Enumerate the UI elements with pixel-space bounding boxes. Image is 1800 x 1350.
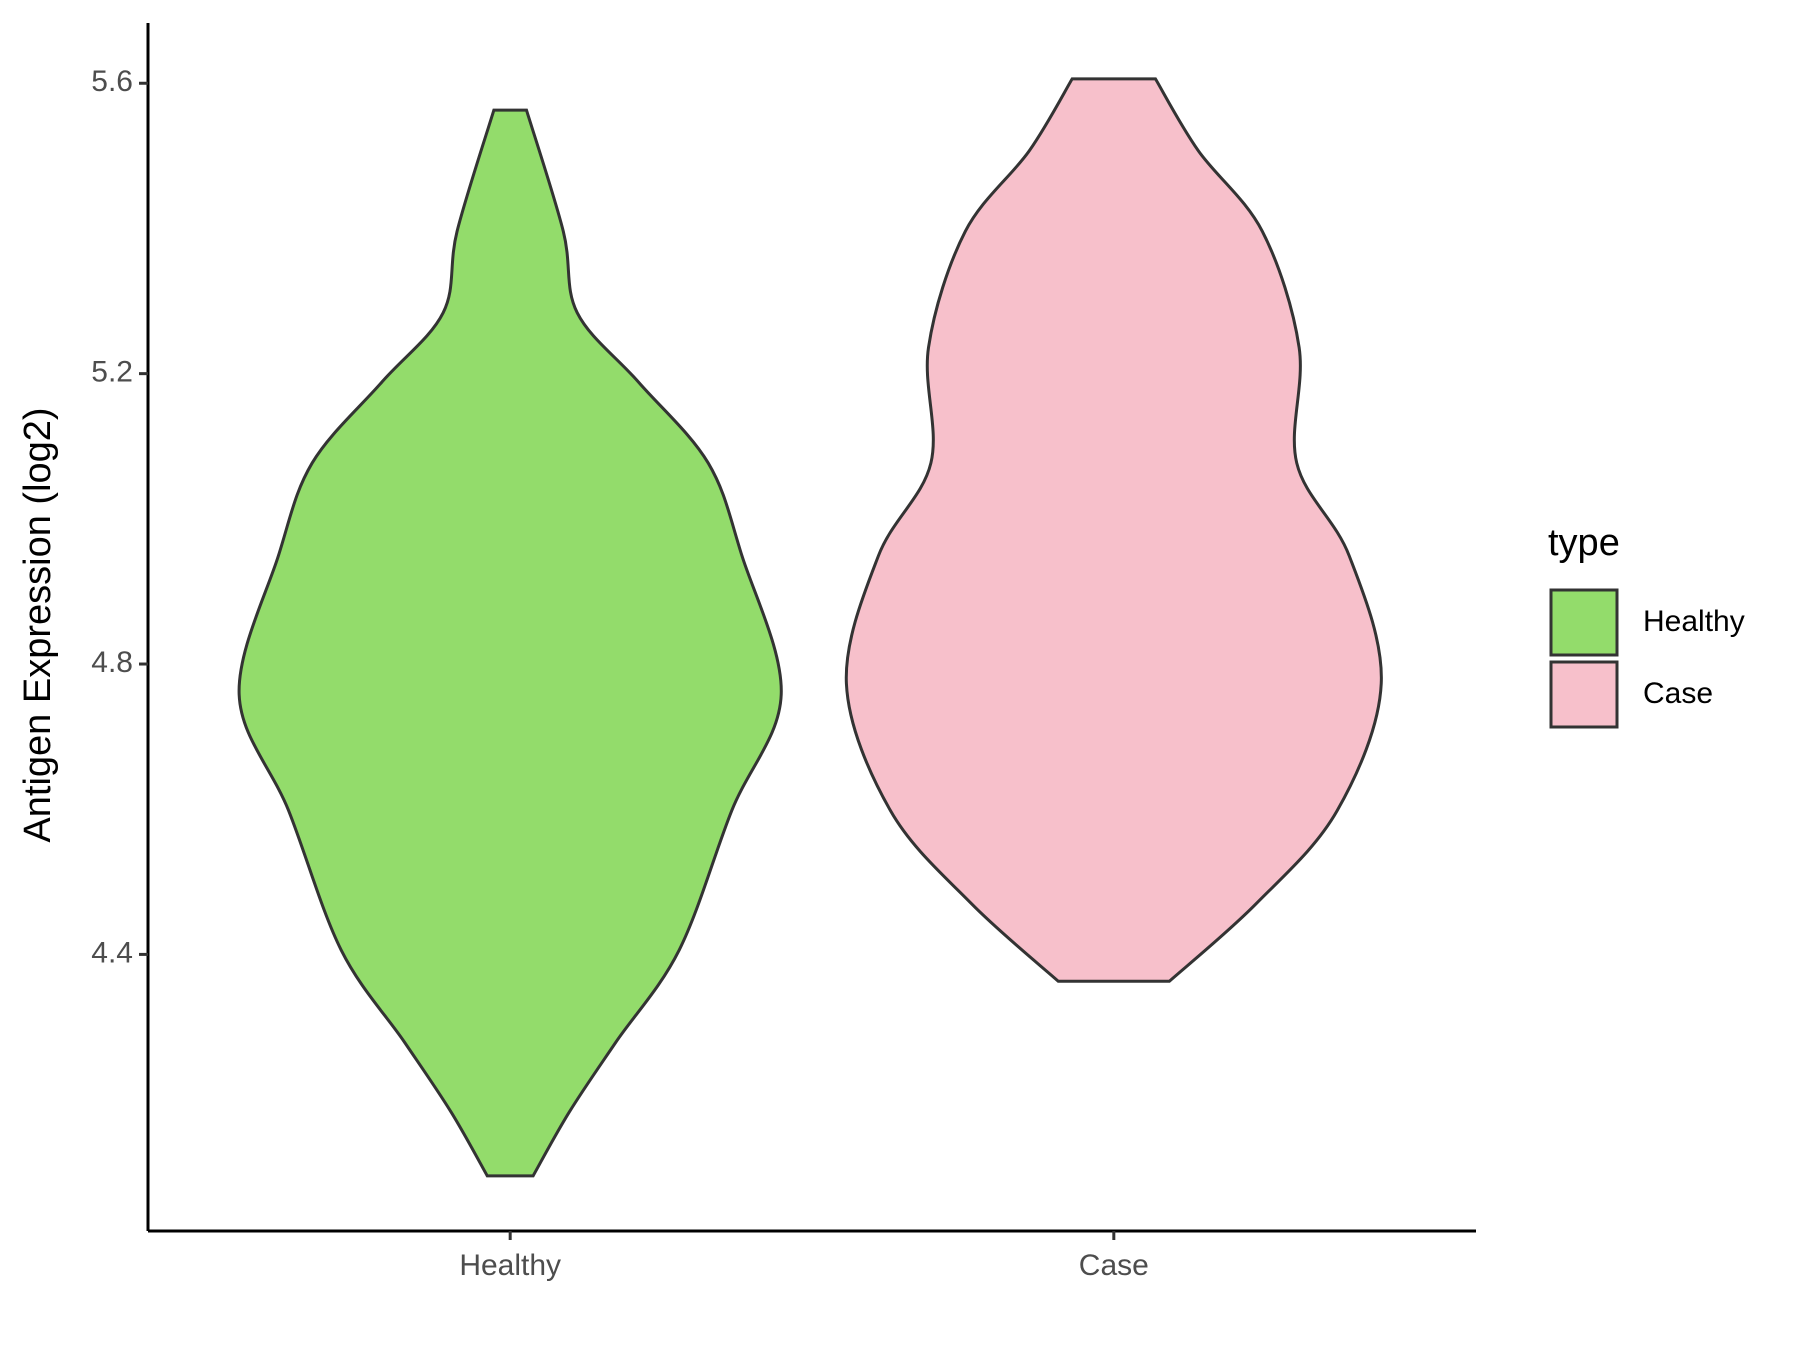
violin: [237, 108, 783, 1178]
x-tick-label: Healthy: [459, 1249, 561, 1282]
y-tick-label: 5.2: [91, 356, 133, 389]
x-tick-label: Case: [1079, 1249, 1149, 1282]
legend-key: [1549, 588, 1619, 657]
legend-key: [1549, 660, 1619, 729]
legend-label: Healthy: [1643, 605, 1745, 638]
y-axis-title: Antigen Expression (log2): [17, 407, 59, 842]
y-tick-label: 5.6: [91, 65, 133, 98]
violin: [844, 77, 1383, 983]
legend-title: type: [1548, 522, 1620, 564]
legend-label: Case: [1643, 677, 1713, 710]
y-tick-label: 4.8: [91, 646, 133, 679]
y-tick-label: 4.4: [91, 936, 133, 969]
